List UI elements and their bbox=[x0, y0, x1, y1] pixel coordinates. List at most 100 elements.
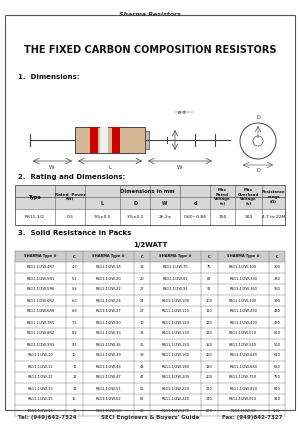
Text: 150: 150 bbox=[218, 215, 227, 219]
Text: RS11-1/2W-360: RS11-1/2W-360 bbox=[229, 287, 257, 292]
Text: RS11-1/2W-430: RS11-1/2W-430 bbox=[229, 309, 257, 314]
Text: RS11-1/2W-620: RS11-1/2W-620 bbox=[229, 354, 257, 357]
Text: 6.8: 6.8 bbox=[72, 309, 77, 314]
Text: Fax: (949)642-7327: Fax: (949)642-7327 bbox=[221, 414, 282, 419]
Text: RS11-1/2W-750: RS11-1/2W-750 bbox=[229, 376, 257, 380]
Text: 43: 43 bbox=[140, 365, 144, 368]
Text: W: W bbox=[177, 165, 183, 170]
Text: RS11-1/2W-680: RS11-1/2W-680 bbox=[229, 365, 257, 368]
Text: 200: 200 bbox=[206, 376, 213, 380]
Text: 1.0k: 1.0k bbox=[273, 408, 281, 413]
Text: 360: 360 bbox=[274, 287, 280, 292]
Text: RS11-1/2W-5R1: RS11-1/2W-5R1 bbox=[26, 277, 55, 280]
Text: D: D bbox=[133, 201, 137, 206]
Text: RS11-1/2W-15: RS11-1/2W-15 bbox=[28, 397, 53, 402]
Bar bbox=[15, 185, 285, 225]
Text: 7.5: 7.5 bbox=[71, 320, 77, 325]
Text: 12: 12 bbox=[72, 376, 77, 380]
Text: SHARMA Type #: SHARMA Type # bbox=[227, 255, 260, 258]
Text: RS11-1/2W-180: RS11-1/2W-180 bbox=[162, 365, 190, 368]
Text: RS11-1/2W-18: RS11-1/2W-18 bbox=[95, 266, 121, 269]
Text: RS11-1/2W-12: RS11-1/2W-12 bbox=[28, 376, 53, 380]
Text: SHARMA Type #: SHARMA Type # bbox=[92, 255, 124, 258]
Text: RS11-1/2W-510: RS11-1/2W-510 bbox=[229, 332, 257, 335]
Text: 91: 91 bbox=[207, 287, 212, 292]
Text: 910: 910 bbox=[273, 397, 280, 402]
Text: RS11-1/2W-30: RS11-1/2W-30 bbox=[95, 320, 121, 325]
Text: 18: 18 bbox=[140, 266, 144, 269]
Text: D: D bbox=[256, 115, 260, 120]
Text: 3.5±0.2: 3.5±0.2 bbox=[126, 215, 144, 219]
Text: RS11-1/2W-9R1: RS11-1/2W-9R1 bbox=[26, 343, 55, 346]
Text: 1/2WATT: 1/2WATT bbox=[133, 242, 167, 248]
Text: Max
Overhead
Voltage
(v): Max Overhead Voltage (v) bbox=[238, 188, 259, 206]
Text: RS11-1/2W-200: RS11-1/2W-200 bbox=[162, 376, 190, 380]
Text: RS11-1/2W-11: RS11-1/2W-11 bbox=[28, 365, 53, 368]
Text: RS11-1/2W-270: RS11-1/2W-270 bbox=[162, 408, 190, 413]
Text: 8.2: 8.2 bbox=[72, 332, 77, 335]
Text: RS11-1/2W-120: RS11-1/2W-120 bbox=[162, 320, 190, 325]
Text: SHARMA Type #: SHARMA Type # bbox=[159, 255, 192, 258]
Text: RS11-1/2W-160: RS11-1/2W-160 bbox=[162, 354, 190, 357]
Text: 270: 270 bbox=[206, 408, 213, 413]
Text: 9.5±0.5: 9.5±0.5 bbox=[94, 215, 111, 219]
Bar bbox=[112, 127, 120, 153]
Text: 11: 11 bbox=[72, 365, 77, 368]
Text: 33: 33 bbox=[140, 332, 144, 335]
Text: 330: 330 bbox=[274, 277, 280, 280]
Text: 15: 15 bbox=[72, 397, 77, 402]
Text: 160: 160 bbox=[206, 354, 213, 357]
Text: RS11-1/2W-7R5: RS11-1/2W-7R5 bbox=[26, 320, 55, 325]
Text: L: L bbox=[109, 165, 112, 170]
Text: Dimensions in mm: Dimensions in mm bbox=[120, 189, 175, 193]
Text: RS11-1/2W-6R8: RS11-1/2W-6R8 bbox=[27, 309, 55, 314]
Text: 30: 30 bbox=[140, 320, 144, 325]
Bar bbox=[15, 209, 285, 225]
Text: 82: 82 bbox=[207, 277, 212, 280]
Text: 680: 680 bbox=[274, 365, 280, 368]
Text: SECI Engineers & Buyers' Guide: SECI Engineers & Buyers' Guide bbox=[101, 414, 199, 419]
Text: d: d bbox=[193, 201, 197, 206]
Text: 4.7 to 22M: 4.7 to 22M bbox=[262, 215, 285, 219]
Text: 130: 130 bbox=[206, 332, 213, 335]
Bar bbox=[100, 127, 108, 153]
Text: RS11-1/2W-43: RS11-1/2W-43 bbox=[95, 365, 121, 368]
Bar bbox=[145, 131, 149, 149]
Text: 820: 820 bbox=[274, 386, 280, 391]
Text: RS11-1/2W-100: RS11-1/2W-100 bbox=[162, 298, 190, 303]
Text: 150: 150 bbox=[206, 343, 213, 346]
Text: 470: 470 bbox=[274, 320, 280, 325]
Text: 0.5: 0.5 bbox=[67, 215, 73, 219]
Text: RS11-1/2W-6R2: RS11-1/2W-6R2 bbox=[27, 298, 55, 303]
Text: 390: 390 bbox=[273, 298, 280, 303]
Text: 0.60~0.84: 0.60~0.84 bbox=[184, 215, 206, 219]
Text: RS11-1/2W-82: RS11-1/2W-82 bbox=[163, 277, 188, 280]
Text: W: W bbox=[49, 165, 55, 170]
Text: C: C bbox=[141, 255, 143, 258]
Text: 750: 750 bbox=[273, 376, 280, 380]
Text: RS11-1/2W-10: RS11-1/2W-10 bbox=[28, 354, 53, 357]
Bar bbox=[15, 251, 285, 262]
Text: RS11-1/2W-20: RS11-1/2W-20 bbox=[95, 277, 121, 280]
Text: RS11-1/2W-75: RS11-1/2W-75 bbox=[163, 266, 188, 269]
Text: 510: 510 bbox=[273, 332, 280, 335]
Text: SHARMA Type #: SHARMA Type # bbox=[24, 255, 57, 258]
Text: 100: 100 bbox=[206, 298, 213, 303]
Text: RS11-1/2W-820: RS11-1/2W-820 bbox=[229, 386, 257, 391]
Text: RS11-1/2W-150: RS11-1/2W-150 bbox=[162, 343, 190, 346]
Text: Resistance
range
(Ω): Resistance range (Ω) bbox=[262, 190, 285, 204]
Text: THE FIXED CARBON COMPOSITION RESISTORS: THE FIXED CARBON COMPOSITION RESISTORS bbox=[24, 45, 276, 55]
Text: RS11-1/2W-560: RS11-1/2W-560 bbox=[229, 343, 257, 346]
Text: RS11-1/2W-220: RS11-1/2W-220 bbox=[162, 386, 190, 391]
Text: 1.  Dimensions:: 1. Dimensions: bbox=[18, 74, 80, 80]
Text: 180: 180 bbox=[206, 365, 213, 368]
Text: 5.6: 5.6 bbox=[71, 287, 77, 292]
Text: 9.1: 9.1 bbox=[71, 343, 77, 346]
Text: 2.  Rating and Dimensions:: 2. Rating and Dimensions: bbox=[18, 174, 125, 180]
Text: 300: 300 bbox=[244, 215, 253, 219]
Text: RS11-1/2W-24: RS11-1/2W-24 bbox=[95, 298, 121, 303]
Text: Sharma Resistors: Sharma Resistors bbox=[119, 12, 181, 17]
Text: ø d: ø d bbox=[178, 110, 186, 114]
Text: RS11-1/2W-240: RS11-1/2W-240 bbox=[162, 397, 190, 402]
Bar bbox=[15, 185, 285, 209]
